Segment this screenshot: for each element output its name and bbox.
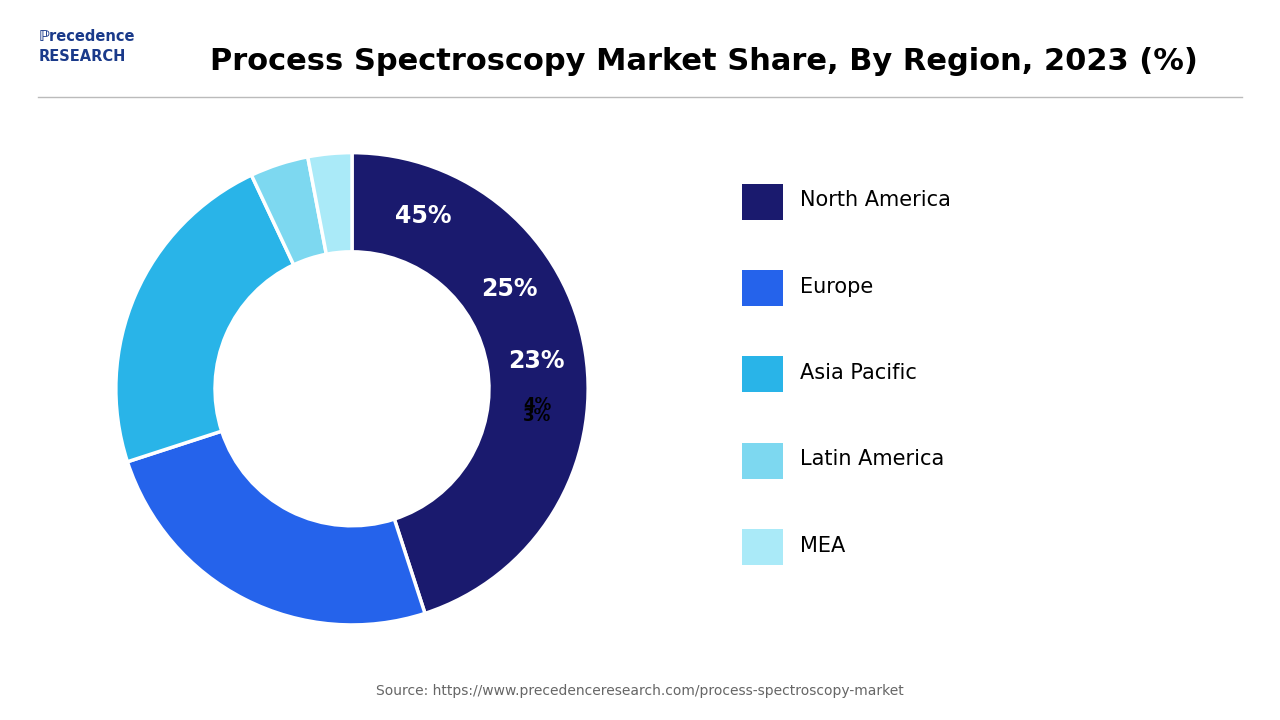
Text: North America: North America xyxy=(800,190,951,210)
Wedge shape xyxy=(116,175,293,462)
Text: 45%: 45% xyxy=(396,204,452,228)
Wedge shape xyxy=(251,157,326,265)
Text: 4%: 4% xyxy=(524,396,552,414)
Wedge shape xyxy=(307,153,352,254)
Text: Latin America: Latin America xyxy=(800,449,945,469)
Text: 3%: 3% xyxy=(522,408,550,426)
Text: Europe: Europe xyxy=(800,276,873,297)
Text: MEA: MEA xyxy=(800,536,845,556)
Wedge shape xyxy=(352,153,588,613)
Text: Source: https://www.precedenceresearch.com/process-spectroscopy-market: Source: https://www.precedenceresearch.c… xyxy=(376,684,904,698)
Wedge shape xyxy=(128,431,425,625)
Text: ℙrecedence
RESEARCH: ℙrecedence RESEARCH xyxy=(38,30,134,64)
Text: Asia Pacific: Asia Pacific xyxy=(800,363,916,383)
Text: 23%: 23% xyxy=(508,349,564,373)
Text: 25%: 25% xyxy=(481,276,538,300)
Text: Process Spectroscopy Market Share, By Region, 2023 (%): Process Spectroscopy Market Share, By Re… xyxy=(210,47,1198,76)
